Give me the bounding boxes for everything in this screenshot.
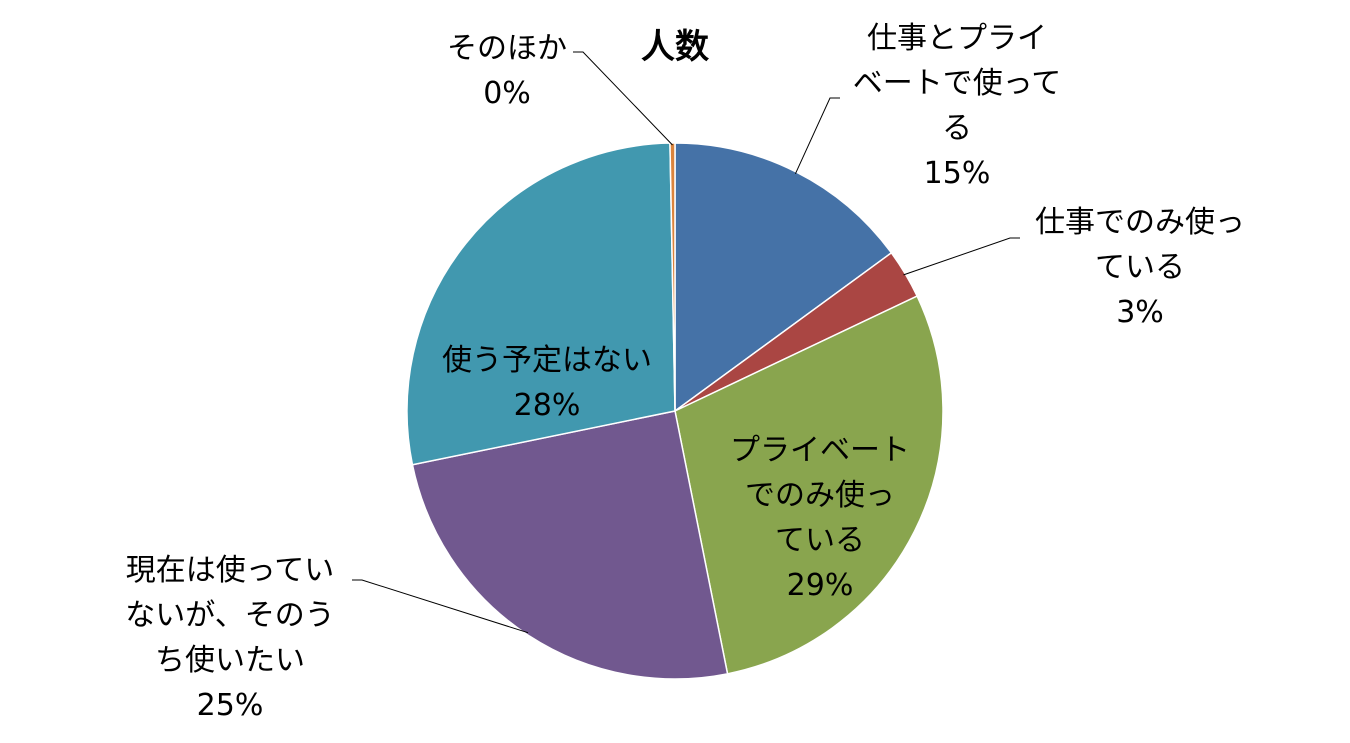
slice-percent-label: 0% — [483, 76, 531, 111]
slice-percent-label: 28% — [514, 388, 581, 423]
pie-slices — [406, 142, 944, 680]
slice-category-label: 使う予定はない — [442, 343, 652, 378]
slice-percent-label: 29% — [787, 568, 854, 603]
slice-percent-label: 25% — [197, 688, 264, 723]
slice-category-label: 現在は使っていないが、そのうち使いたい — [125, 553, 334, 678]
slice-category-label: プライベートでのみ使っている — [730, 433, 910, 558]
slice-category-label: 仕事でのみ使っている — [1035, 205, 1245, 285]
slice-category-label: そのほか — [447, 31, 567, 66]
pie-slice — [411, 410, 729, 680]
slice-percent-label: 15% — [924, 156, 991, 191]
slice-labels: 仕事とプライベートで使ってる 15% 仕事でのみ使っている 3% プライベートでのみ使っ… — [125, 21, 1245, 723]
leader-line — [794, 97, 840, 175]
slice-category-label: 仕事とプライベートで使ってる — [853, 21, 1062, 146]
pie-slice — [406, 142, 676, 466]
leader-line — [573, 51, 673, 146]
slice-percent-label: 3% — [1116, 295, 1164, 330]
chart-title: 人数 — [641, 27, 709, 67]
pie-slice — [674, 295, 944, 675]
leader-lines — [352, 51, 1020, 634]
leader-line — [352, 579, 529, 634]
leader-line — [903, 237, 1020, 276]
